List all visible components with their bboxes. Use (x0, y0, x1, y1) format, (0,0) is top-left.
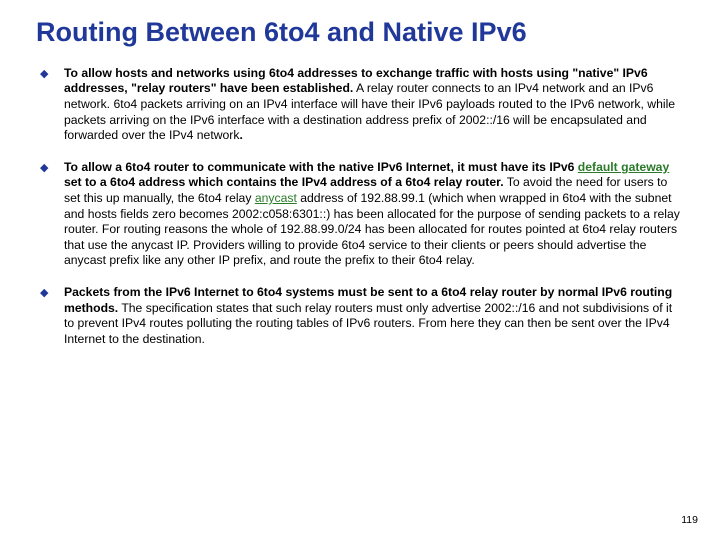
bullet-2-link-anycast[interactable]: anycast (255, 191, 297, 205)
slide-title: Routing Between 6to4 and Native IPv6 (36, 18, 684, 48)
bullet-3-body: The specification states that such relay… (64, 301, 672, 346)
slide-container: Routing Between 6to4 and Native IPv6 To … (0, 0, 720, 540)
bullet-2-lead1: To allow a 6to4 router to communicate wi… (64, 160, 578, 174)
bullet-item-3: Packets from the IPv6 Internet to 6to4 s… (36, 285, 684, 347)
bullet-item-2: To allow a 6to4 router to communicate wi… (36, 160, 684, 269)
bullet-item-1: To allow hosts and networks using 6to4 a… (36, 66, 684, 144)
bullet-2-link-default-gateway[interactable]: default gateway (578, 160, 669, 174)
bullet-2-lead2: set to a 6to4 address which contains the… (64, 175, 504, 189)
bullet-1-period: . (239, 128, 242, 142)
page-number: 119 (681, 514, 698, 526)
bullet-list: To allow hosts and networks using 6to4 a… (36, 66, 684, 348)
